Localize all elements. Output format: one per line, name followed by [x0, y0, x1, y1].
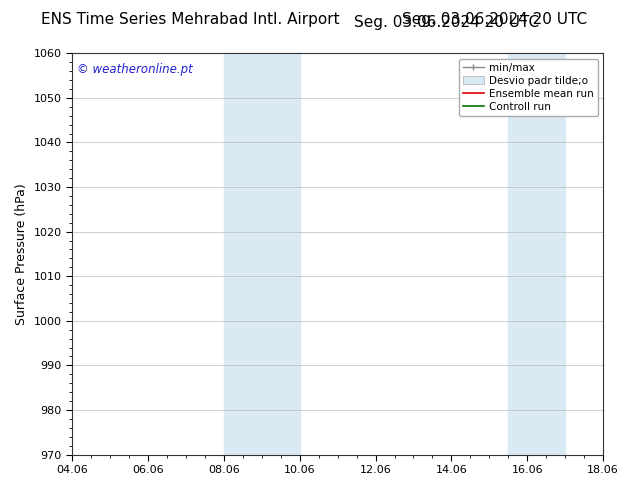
- Text: Seg. 03.06.2024 20 UTC: Seg. 03.06.2024 20 UTC: [354, 15, 539, 30]
- Text: ENS Time Series Mehrabad Intl. Airport: ENS Time Series Mehrabad Intl. Airport: [41, 12, 340, 27]
- Y-axis label: Surface Pressure (hPa): Surface Pressure (hPa): [15, 183, 28, 325]
- Bar: [508, 53, 565, 455]
- Text: Seg. 03.06.2024 20 UTC: Seg. 03.06.2024 20 UTC: [402, 12, 587, 27]
- Legend: min/max, Desvio padr tilde;o, Ensemble mean run, Controll run: min/max, Desvio padr tilde;o, Ensemble m…: [459, 58, 598, 116]
- Bar: [224, 53, 300, 455]
- Text: © weatheronline.pt: © weatheronline.pt: [77, 63, 193, 76]
